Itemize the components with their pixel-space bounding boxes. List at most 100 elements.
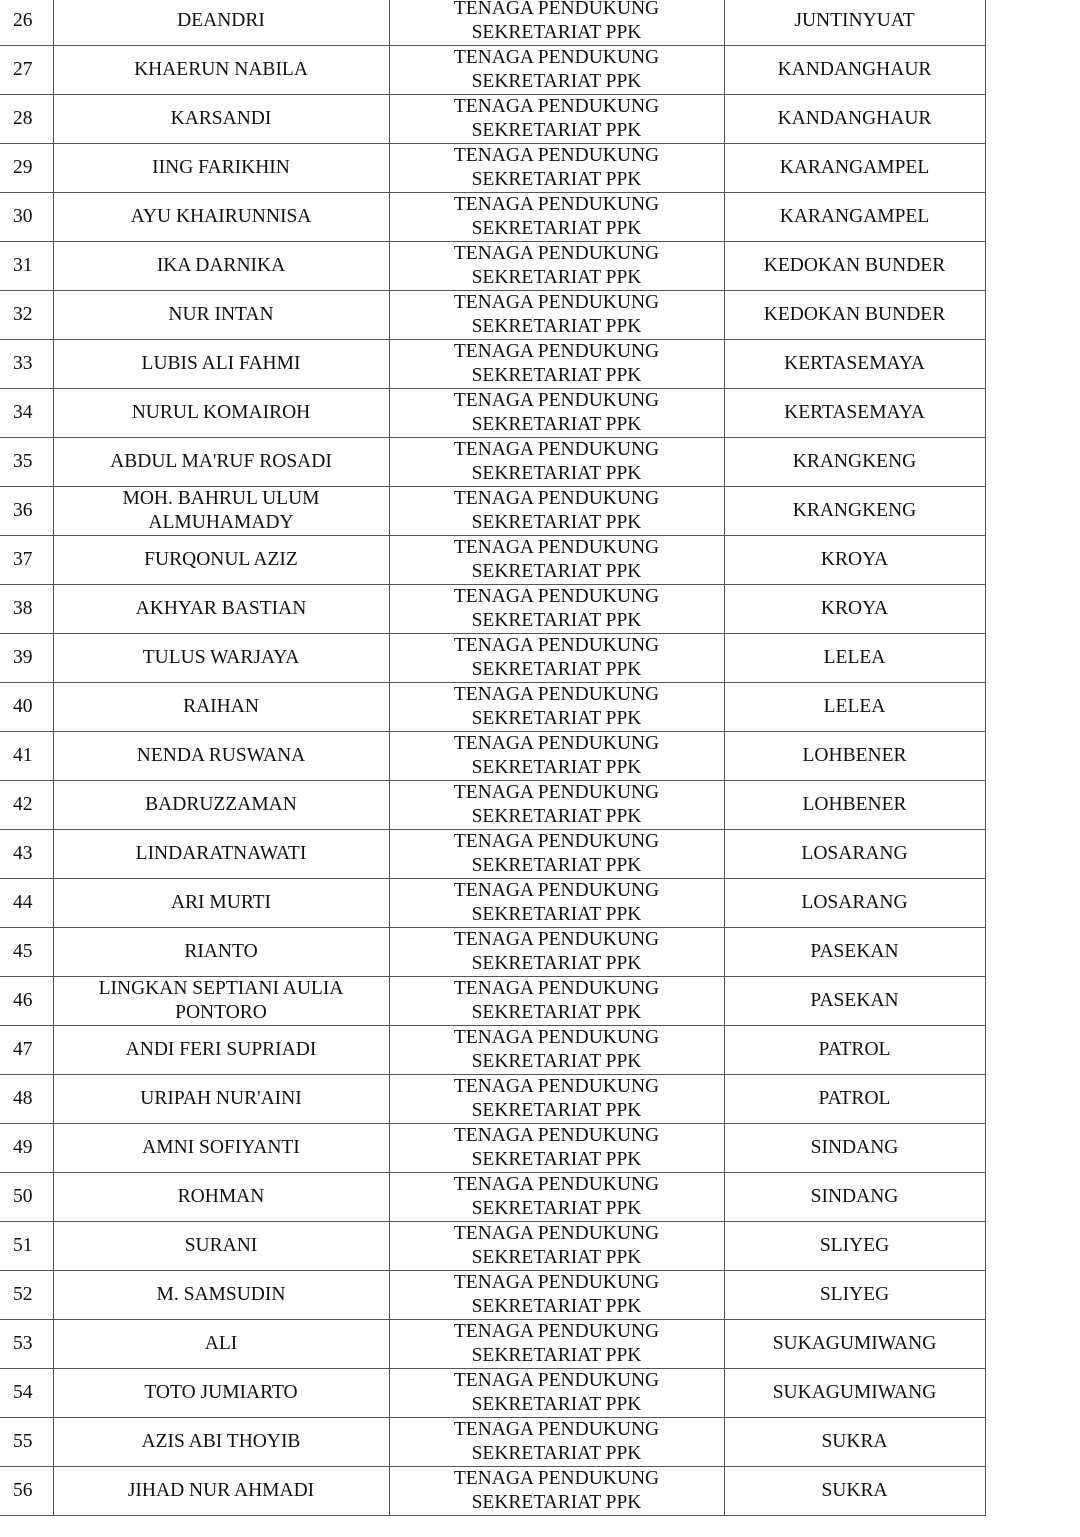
row-number-cell: 39 [0,633,54,683]
row-number-cell: 44 [0,878,54,928]
name-cell: KHAERUN NABILA [52,45,390,95]
name-cell: ANDI FERI SUPRIADI [52,1025,390,1075]
location-cell: LOHBENER [723,780,986,830]
name-cell: AYU KHAIRUNNISA [52,192,390,242]
position-cell: TENAGA PENDUKUNG SEKRETARIAT PPK [388,1172,725,1222]
location-cell: SLIYEG [723,1221,986,1271]
name-cell: MOH. BAHRUL ULUM ALMUHAMADY [52,486,390,536]
row-number-cell: 34 [0,388,54,438]
position-cell: TENAGA PENDUKUNG SEKRETARIAT PPK [388,1025,725,1075]
row-number-cell: 41 [0,731,54,781]
location-cell: KANDANGHAUR [723,45,986,95]
table-row: 44 ARI MURTI TENAGA PENDUKUNG SEKRETARIAT … [0,878,986,928]
position-cell: TENAGA PENDUKUNG SEKRETARIAT PPK [388,339,725,389]
name-cell: LUBIS ALI FAHMI [52,339,390,389]
row-number-cell: 26 [0,0,54,46]
position-cell: TENAGA PENDUKUNG SEKRETARIAT PPK [388,1368,725,1418]
row-number-cell: 54 [0,1368,54,1418]
row-number-cell: 33 [0,339,54,389]
table-row: 49 AMNI SOFIYANTI TENAGA PENDUKUNG SEKRETA… [0,1123,986,1173]
position-cell: TENAGA PENDUKUNG SEKRETARIAT PPK [388,1123,725,1173]
name-cell: NENDA RUSWANA [52,731,390,781]
location-cell: SUKAGUMIWANG [723,1368,986,1418]
location-cell: LOSARANG [723,878,986,928]
row-number-cell: 36 [0,486,54,536]
location-cell: PATROL [723,1025,986,1075]
table-row: 51 SURANI TENAGA PENDUKUNG SEKRETARIAT PPK… [0,1221,986,1271]
table-row: 45 RIANTO TENAGA PENDUKUNG SEKRETARIAT PPK… [0,927,986,977]
location-cell: KEDOKAN BUNDER [723,241,986,291]
position-cell: TENAGA PENDUKUNG SEKRETARIAT PPK [388,1270,725,1320]
row-number-cell: 30 [0,192,54,242]
row-number-cell: 56 [0,1466,54,1516]
table-row: 47 ANDI FERI SUPRIADI TENAGA PENDUKUNG SEK… [0,1025,986,1075]
row-number-cell: 47 [0,1025,54,1075]
table-row: 55 AZIS ABI THOYIB TENAGA PENDUKUNG SEKRET… [0,1417,986,1467]
location-cell: JUNTINYUAT [723,0,986,46]
table-row: 46 LINGKAN SEPTIANI AULIA PONTORO TENAGA P… [0,976,986,1026]
position-cell: TENAGA PENDUKUNG SEKRETARIAT PPK [388,1074,725,1124]
position-cell: TENAGA PENDUKUNG SEKRETARIAT PPK [388,241,725,291]
position-cell: TENAGA PENDUKUNG SEKRETARIAT PPK [388,584,725,634]
location-cell: LELEA [723,682,986,732]
table-body: 26 DEANDRI TENAGA PENDUKUNG SEKRETARIAT PP… [0,0,986,1516]
location-cell: KARANGAMPEL [723,192,986,242]
name-cell: TULUS WARJAYA [52,633,390,683]
position-cell: TENAGA PENDUKUNG SEKRETARIAT PPK [388,0,725,46]
personnel-table: 26 DEANDRI TENAGA PENDUKUNG SEKRETARIAT PP… [0,0,986,1516]
location-cell: SINDANG [723,1172,986,1222]
location-cell: KEDOKAN BUNDER [723,290,986,340]
name-cell: IING FARIKHIN [52,143,390,193]
position-cell: TENAGA PENDUKUNG SEKRETARIAT PPK [388,976,725,1026]
name-cell: KARSANDI [52,94,390,144]
name-cell: BADRUZZAMAN [52,780,390,830]
name-cell: AMNI SOFIYANTI [52,1123,390,1173]
name-cell: TOTO JUMIARTO [52,1368,390,1418]
name-cell: RAIHAN [52,682,390,732]
table-row: 42 BADRUZZAMAN TENAGA PENDUKUNG SEKRETARIA… [0,780,986,830]
position-cell: TENAGA PENDUKUNG SEKRETARIAT PPK [388,731,725,781]
location-cell: SUKRA [723,1417,986,1467]
position-cell: TENAGA PENDUKUNG SEKRETARIAT PPK [388,143,725,193]
position-cell: TENAGA PENDUKUNG SEKRETARIAT PPK [388,1417,725,1467]
row-number-cell: 31 [0,241,54,291]
location-cell: SUKAGUMIWANG [723,1319,986,1369]
name-cell: ROHMAN [52,1172,390,1222]
row-number-cell: 48 [0,1074,54,1124]
location-cell: LELEA [723,633,986,683]
row-number-cell: 27 [0,45,54,95]
name-cell: IKA DARNIKA [52,241,390,291]
location-cell: PASEKAN [723,976,986,1026]
table-row: 54 TOTO JUMIARTO TENAGA PENDUKUNG SEKRETAR… [0,1368,986,1418]
position-cell: TENAGA PENDUKUNG SEKRETARIAT PPK [388,1466,725,1516]
location-cell: KROYA [723,535,986,585]
location-cell: PASEKAN [723,927,986,977]
position-cell: TENAGA PENDUKUNG SEKRETARIAT PPK [388,437,725,487]
table-row: 38 AKHYAR BASTIAN TENAGA PENDUKUNG SEKRETA… [0,584,986,634]
table-row: 34 NURUL KOMAIROH TENAGA PENDUKUNG SEKRETA… [0,388,986,438]
name-cell: SURANI [52,1221,390,1271]
position-cell: TENAGA PENDUKUNG SEKRETARIAT PPK [388,682,725,732]
position-cell: TENAGA PENDUKUNG SEKRETARIAT PPK [388,780,725,830]
name-cell: FURQONUL AZIZ [52,535,390,585]
row-number-cell: 45 [0,927,54,977]
position-cell: TENAGA PENDUKUNG SEKRETARIAT PPK [388,486,725,536]
table-row: 36 MOH. BAHRUL ULUM ALMUHAMADY TENAGA PEND… [0,486,986,536]
name-cell: ABDUL MA'RUF ROSADI [52,437,390,487]
name-cell: RIANTO [52,927,390,977]
position-cell: TENAGA PENDUKUNG SEKRETARIAT PPK [388,1221,725,1271]
position-cell: TENAGA PENDUKUNG SEKRETARIAT PPK [388,192,725,242]
row-number-cell: 50 [0,1172,54,1222]
location-cell: LOSARANG [723,829,986,879]
name-cell: AZIS ABI THOYIB [52,1417,390,1467]
table-row: 29 IING FARIKHIN TENAGA PENDUKUNG SEKRETAR… [0,143,986,193]
row-number-cell: 29 [0,143,54,193]
table-row: 43 LINDARATNAWATI TENAGA PENDUKUNG SEKRETA… [0,829,986,879]
table-row: 41 NENDA RUSWANA TENAGA PENDUKUNG SEKRETAR… [0,731,986,781]
location-cell: LOHBENER [723,731,986,781]
table-row: 56 JIHAD NUR AHMADI TENAGA PENDUKUNG SEKRE… [0,1466,986,1516]
row-number-cell: 52 [0,1270,54,1320]
name-cell: URIPAH NUR'AINI [52,1074,390,1124]
name-cell: NURUL KOMAIROH [52,388,390,438]
table-row: 52 M. SAMSUDIN TENAGA PENDUKUNG SEKRETARIA… [0,1270,986,1320]
